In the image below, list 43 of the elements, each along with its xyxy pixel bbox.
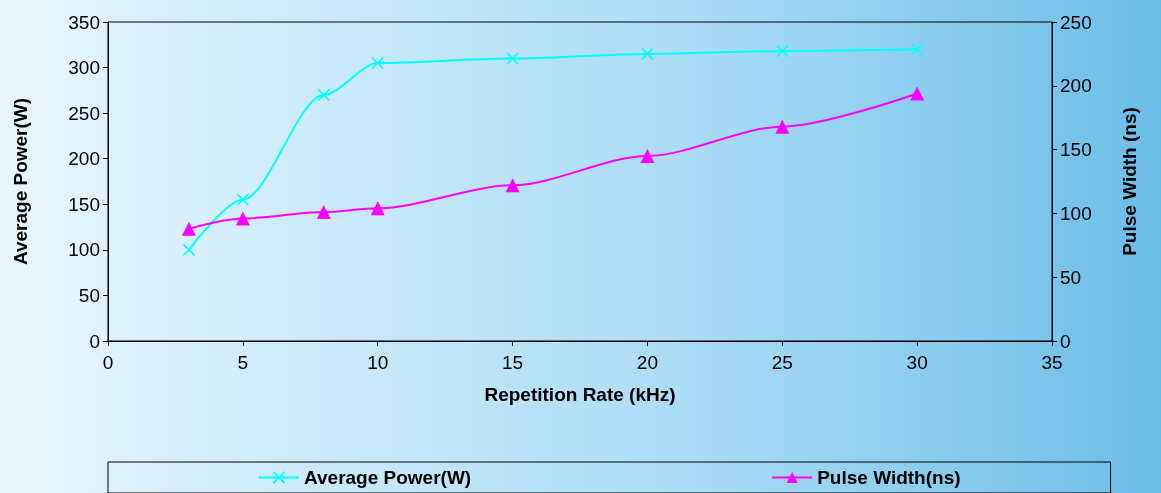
y-tick-label: 250	[68, 102, 100, 124]
x-tick-label: 30	[906, 352, 928, 373]
point	[316, 205, 331, 220]
y2-tick-label: 200	[1060, 75, 1092, 97]
x-tick-label: 25	[771, 352, 793, 373]
y2-tick-label: 100	[1060, 202, 1092, 224]
y-tick-label: 100	[68, 239, 100, 261]
legend-label: Pulse Width(ns)	[817, 467, 961, 488]
x-tick-label: 0	[102, 352, 114, 373]
legend-label: Average Power(W)	[304, 467, 472, 488]
y-tick-label: 200	[68, 148, 100, 170]
y2-tick-label: 150	[1060, 139, 1092, 161]
x-tick-label: 20	[636, 352, 658, 373]
y-axis-title: Average Power(W)	[10, 97, 31, 266]
point	[775, 119, 790, 134]
point	[236, 193, 250, 207]
point	[641, 47, 654, 61]
point	[910, 86, 925, 101]
point	[775, 44, 789, 58]
y-tick-label: 50	[78, 284, 100, 306]
point	[506, 52, 519, 65]
point	[181, 221, 196, 236]
y-tick-label: 350	[68, 11, 100, 33]
y-tick-label: 150	[68, 193, 100, 215]
point	[371, 56, 385, 70]
y2-tick-label: 250	[1060, 11, 1092, 33]
point	[317, 88, 331, 102]
x-tick-label: 35	[1041, 352, 1063, 373]
point	[640, 148, 655, 163]
x-tick-label: 10	[367, 352, 389, 373]
y2-tick-label: 50	[1060, 266, 1082, 288]
x-axis-title: Repetition Rate (kHz)	[484, 384, 676, 405]
y-tick-label: 300	[68, 57, 100, 79]
y-tick-label: 0	[89, 330, 100, 352]
point	[370, 201, 385, 216]
point	[182, 243, 196, 257]
point	[505, 178, 520, 193]
y2-tick-label: 0	[1060, 330, 1071, 352]
x-tick-label: 5	[237, 352, 249, 373]
point	[235, 211, 250, 226]
point	[910, 43, 924, 56]
x-tick-label: 15	[502, 352, 524, 373]
y2-axis-title: Pulse Width (ns)	[1119, 107, 1140, 256]
